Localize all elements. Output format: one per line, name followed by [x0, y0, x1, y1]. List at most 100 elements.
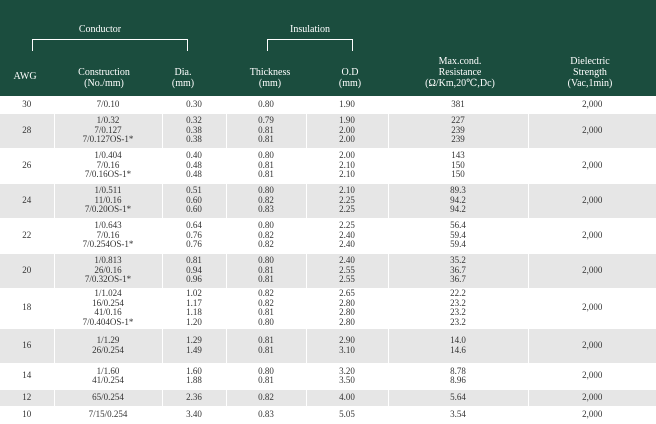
thickness-value: 0.81: [258, 134, 274, 145]
od-cell: 5.05: [305, 406, 388, 424]
thickness-unit: (mm): [258, 78, 282, 89]
dia-value: 0.94: [186, 264, 202, 275]
construction-value: 26/0.16: [94, 264, 122, 275]
dia-cell: 3.40: [161, 406, 226, 424]
resistance-value: 14.0: [450, 335, 466, 345]
dielectric-cell: 2,000: [527, 328, 656, 364]
construction-unit: (No./mm): [84, 78, 124, 89]
dielectric-cell: 2,000: [527, 253, 656, 289]
construction-value: 41/0.16: [94, 307, 122, 317]
conductor-group-label: Conductor: [78, 24, 122, 35]
resistance-value: 150: [451, 159, 465, 170]
thickness-value: 0.81: [258, 124, 274, 135]
od-value: 2.25: [339, 220, 355, 231]
awg-cell: 24: [0, 183, 54, 219]
table-row: 16 1/1.29 26/0.254 1.29 1.49 0.81 0.81 2.90 3.10…: [0, 328, 656, 364]
thickness-value: 0.81: [258, 375, 274, 385]
construction-cell: 7/0.10: [53, 96, 162, 114]
od-value: 2.65: [339, 288, 355, 298]
resistance-cell: 5.64: [387, 389, 528, 407]
construction-cell: 1/1.29 26/0.254: [53, 328, 162, 364]
thickness-value: 0.81: [258, 159, 274, 170]
dielectric-cell: 2,000: [527, 148, 656, 184]
dia-cell: 0.32 0.38 0.38: [161, 113, 226, 149]
thickness-cell: 0.80 0.82 0.83: [225, 183, 306, 219]
insulation-bracket: [267, 39, 353, 51]
table-row: 18 1/1.024 16/0.254 41/0.16 7/0.404OS-1* 1.02…: [0, 288, 656, 329]
resistance-value: 94.2: [450, 194, 466, 205]
od-cell: 2.10 2.25 2.25: [305, 183, 388, 219]
dia-value: 0.60: [186, 204, 202, 215]
dia-value: 0.38: [186, 134, 202, 145]
resistance-value: 94.2: [450, 204, 466, 215]
construction-value: 7/0.16: [96, 229, 120, 240]
dielectric-cell: 2,000: [527, 218, 656, 254]
thickness-value: 0.80: [258, 255, 274, 266]
dia-value: 0.60: [186, 194, 202, 205]
dia-value: 1.49: [186, 344, 202, 355]
od-value: 3.20: [339, 365, 355, 376]
thickness-value: 0.80: [258, 365, 274, 376]
awg-cell: 14: [0, 363, 54, 390]
construction-value: 7/0.127: [94, 124, 122, 135]
thickness-cell: 0.80 0.81 0.81: [225, 148, 306, 184]
dielectric-unit: (Vac,1min): [567, 78, 613, 89]
resistance-value: 14.6: [450, 344, 466, 355]
awg-cell: 18: [0, 288, 54, 329]
thickness-cell: 0.81 0.81: [225, 328, 306, 364]
od-value: 2.25: [339, 194, 355, 205]
od-cell: 1.90: [305, 96, 388, 114]
resistance-value: 239: [451, 134, 465, 145]
construction-cell: 1/0.643 7/0.16 7/0.254OS-1*: [53, 218, 162, 254]
construction-value: 7/0.20OS-1*: [84, 204, 132, 215]
awg-header: AWG: [13, 71, 37, 82]
resistance-value: 59.4: [450, 239, 466, 250]
resistance-cell: 56.4 59.4 59.4: [387, 218, 528, 254]
spec-table-body: 30 7/0.10 0.30 0.80 1.90 381 2,000 28 1/0.32 7/0.…: [0, 96, 656, 424]
resistance-cell: 8.78 8.96: [387, 363, 528, 390]
construction-value: 1/0.511: [94, 185, 122, 196]
awg-cell: 20: [0, 253, 54, 289]
resistance-value: 59.4: [450, 229, 466, 240]
od-cell: 2.00 2.10 2.10: [305, 148, 388, 184]
awg-cell: 12: [0, 389, 54, 407]
resistance-cell: 89.3 94.2 94.2: [387, 183, 528, 219]
resistance-unit: (Ω/Km,20℃,Dc): [425, 78, 495, 89]
construction-cell: 1/0.32 7/0.127 7/0.127OS-1*: [53, 113, 162, 149]
thickness-cell: 0.80 0.81 0.81: [225, 253, 306, 289]
resistance-value: 36.7: [450, 274, 466, 285]
dielectric-cell: 2,000: [527, 96, 656, 114]
od-value: 2.55: [339, 264, 355, 275]
od-value: 2.10: [339, 185, 355, 196]
dia-cell: 1.02 1.17 1.18 1.20: [161, 288, 226, 329]
thickness-cell: 0.80 0.82 0.82: [225, 218, 306, 254]
spec-table: 30 7/0.10 0.30 0.80 1.90 381 2,000 28 1/0.32 7/0.…: [0, 96, 656, 424]
dia-cell: 0.51 0.60 0.60: [161, 183, 226, 219]
thickness-cell: 0.80 0.81: [225, 363, 306, 390]
construction-value: 1/0.643: [94, 220, 122, 231]
thickness-value: 0.81: [258, 169, 274, 180]
od-cell: 4.00: [305, 389, 388, 407]
thickness-value: 0.81: [258, 335, 274, 345]
dia-value: 0.81: [186, 255, 202, 266]
thickness-header: Thickness: [249, 67, 291, 78]
resistance-value: 22.2: [450, 288, 466, 298]
construction-value: 7/0.127OS-1*: [82, 134, 134, 145]
table-header: Conductor Insulation AWG Construction (N…: [0, 0, 656, 96]
table-row: 12 65/0.254 2.36 0.82 4.00 5.64 2,000: [0, 389, 656, 407]
awg-cell: 10: [0, 406, 54, 424]
thickness-cell: 0.83: [225, 406, 306, 424]
od-value: 2.80: [339, 316, 355, 327]
construction-cell: 7/15/0.254: [53, 406, 162, 424]
thickness-value: 0.81: [258, 307, 274, 317]
thickness-value: 0.82: [258, 391, 274, 402]
table-row: 24 1/0.511 11/0.16 7/0.20OS-1* 0.51 0.60 0.60 0…: [0, 183, 656, 219]
od-value: 1.90: [339, 115, 355, 126]
od-value: 2.10: [339, 159, 355, 170]
awg-cell: 16: [0, 328, 54, 364]
dia-cell: 2.36: [161, 389, 226, 407]
insulation-group-label: Insulation: [290, 24, 330, 35]
dia-value: 0.32: [186, 115, 202, 126]
thickness-cell: 0.80: [225, 96, 306, 114]
